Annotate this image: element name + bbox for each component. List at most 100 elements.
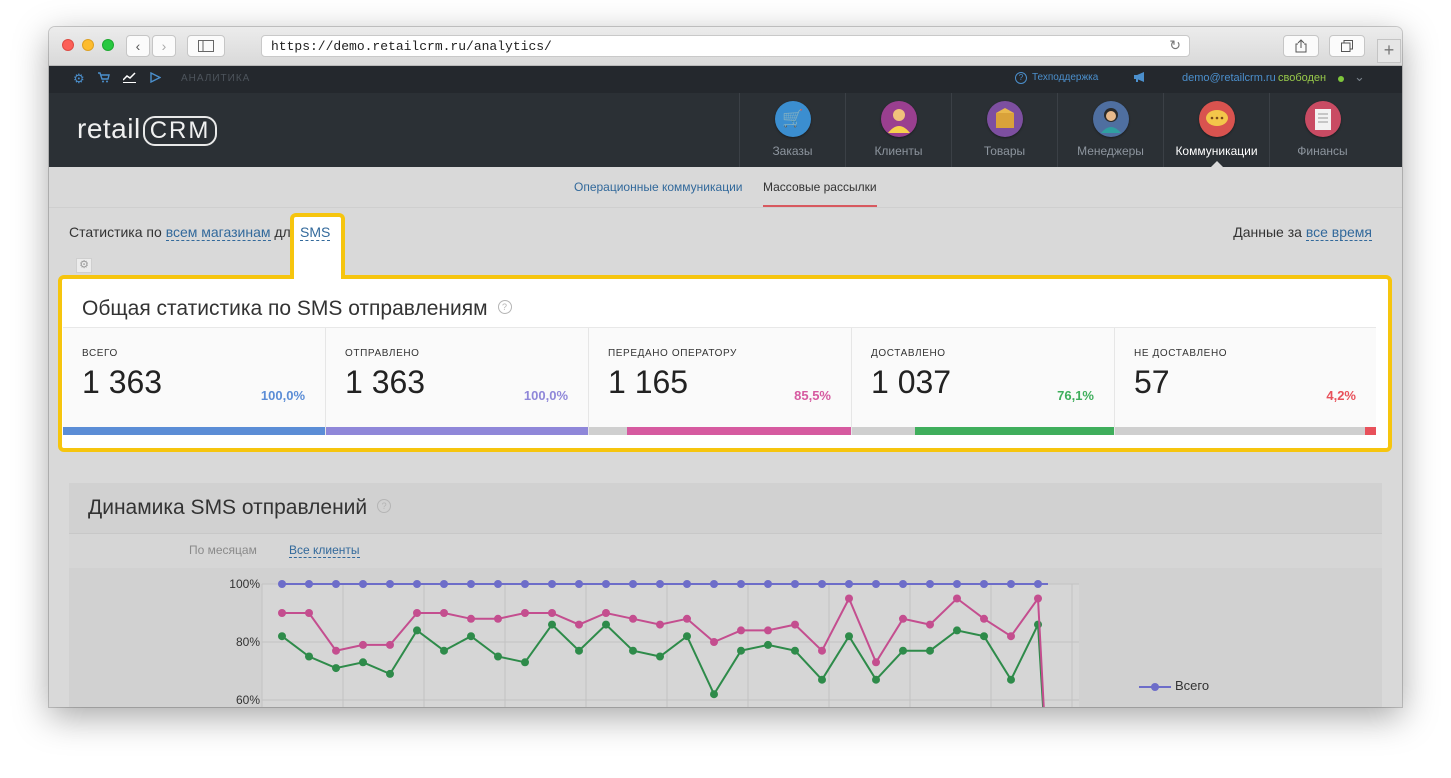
data-point: [926, 646, 934, 655]
back-button[interactable]: ‹: [126, 35, 150, 57]
play-icon[interactable]: [150, 71, 162, 86]
data-point: [413, 626, 421, 635]
shops-filter-link[interactable]: всем магазинам: [165, 224, 271, 241]
zoom-window-button[interactable]: [102, 39, 114, 51]
help-icon[interactable]: ?: [497, 300, 512, 315]
nav-clients[interactable]: Клиенты: [845, 93, 951, 167]
data-point: [629, 580, 637, 588]
data-point: [899, 614, 907, 623]
data-point: [656, 620, 664, 629]
stat-label: ВСЕГО: [82, 348, 118, 359]
nav-communications[interactable]: Коммуникации: [1163, 93, 1269, 167]
stat-percent: 100,0%: [523, 388, 568, 403]
stats-row: ВСЕГО 1 363 100,0% ОТПРАВЛЕНО 1 363 100,…: [63, 327, 1376, 435]
stat-value: 1 165: [608, 364, 689, 400]
analytics-icon[interactable]: [122, 71, 136, 86]
data-point: [467, 632, 475, 641]
data-point: [1007, 632, 1015, 641]
stats-filter: Статистика по всем магазинам для: [69, 224, 298, 241]
filter-prefix: Статистика по: [69, 224, 162, 240]
y-tick-label: 60%: [236, 693, 260, 707]
data-point: [575, 646, 583, 655]
chevron-down-icon[interactable]: ⌄: [1354, 69, 1365, 84]
new-tab-button[interactable]: +: [1377, 39, 1401, 63]
sms-channel-link[interactable]: SMS: [300, 224, 331, 241]
dynamics-title: Динамика SMS отправлений?: [88, 496, 392, 520]
cart-icon[interactable]: [98, 71, 110, 86]
megaphone-icon[interactable]: [1133, 71, 1147, 86]
legend-line: [1139, 682, 1171, 691]
gear-icon[interactable]: ⚙: [76, 258, 92, 273]
data-point: [953, 580, 961, 588]
close-window-button[interactable]: [62, 39, 74, 51]
minimize-window-button[interactable]: [82, 39, 94, 51]
stat-bar-fill: [627, 427, 851, 435]
data-point: [845, 594, 853, 603]
nav-orders[interactable]: 🛒 Заказы: [739, 93, 845, 167]
series-line: [282, 595, 1045, 707]
data-point: [278, 632, 286, 641]
stat-label: ПЕРЕДАНО ОПЕРАТОРУ: [608, 348, 737, 359]
stat-percent: 100,0%: [260, 388, 305, 403]
nav-products[interactable]: Товары: [951, 93, 1057, 167]
stat-bar: [852, 427, 1114, 435]
tab-by-months[interactable]: По месяцам: [189, 543, 257, 557]
help-icon[interactable]: ?: [377, 499, 392, 514]
data-point: [1007, 580, 1015, 588]
sidebar-toggle-button[interactable]: [187, 35, 225, 57]
tab-operational-communications[interactable]: Операционные коммуникации: [574, 180, 743, 194]
data-point: [440, 646, 448, 655]
data-point: [791, 646, 799, 655]
data-point: [548, 620, 556, 629]
url-text: https://demo.retailcrm.ru/analytics/: [271, 39, 552, 54]
browser-titlebar: ‹ › https://demo.retailcrm.ru/analytics/…: [49, 27, 1402, 66]
data-point: [791, 620, 799, 629]
data-point: [602, 580, 610, 588]
tabs-overview-button[interactable]: [1329, 35, 1365, 57]
data-point: [764, 626, 772, 635]
data-point: [872, 580, 880, 588]
sms-channel-highlight: SMS: [290, 213, 345, 281]
tab-mass-mailings[interactable]: Массовые рассылки: [763, 180, 877, 194]
stat-label: НЕ ДОСТАВЛЕНО: [1134, 348, 1228, 359]
retailcrm-logo[interactable]: retail CRM: [77, 113, 218, 146]
data-point: [305, 652, 313, 661]
series-line: [281, 620, 1045, 707]
data-point: [494, 614, 502, 623]
data-point: [656, 580, 664, 588]
data-point: [926, 580, 934, 588]
address-bar[interactable]: https://demo.retailcrm.ru/analytics/ ↻: [261, 35, 1190, 57]
section-title: АНАЛИТИКА: [181, 73, 251, 84]
finance-icon: [1305, 101, 1341, 137]
data-point: [872, 675, 880, 684]
stat-bar: [63, 427, 325, 435]
tab-all-clients[interactable]: Все клиенты: [289, 543, 360, 558]
data-point: [980, 632, 988, 641]
chevron-right-icon: ›: [161, 38, 167, 54]
data-point: [818, 580, 826, 588]
data-point: [845, 632, 853, 641]
data-point: [305, 609, 313, 617]
data-point: [359, 658, 367, 667]
data-point: [818, 646, 826, 655]
nav-managers[interactable]: Менеджеры: [1057, 93, 1163, 167]
forward-button[interactable]: ›: [152, 35, 176, 57]
data-point: [332, 664, 340, 673]
period-filter-link[interactable]: все время: [1305, 224, 1372, 241]
active-caret: [1211, 161, 1223, 167]
support-link[interactable]: ? Техподдержка: [1015, 72, 1098, 84]
nav-finance[interactable]: Финансы: [1269, 93, 1375, 167]
share-button[interactable]: [1283, 35, 1319, 57]
nav-label: Клиенты: [874, 144, 923, 158]
data-point: [980, 580, 988, 588]
data-point: [737, 646, 745, 655]
settings-icon[interactable]: ⚙: [73, 71, 85, 86]
user-email[interactable]: demo@retailcrm.ru: [1182, 72, 1276, 84]
data-point: [521, 658, 529, 667]
data-point: [521, 609, 529, 617]
reload-icon[interactable]: ↻: [1169, 37, 1181, 53]
user-status[interactable]: свободен: [1278, 72, 1327, 84]
legend-item-total[interactable]: Всего: [1139, 678, 1209, 693]
crm-topbar: ⚙ АНАЛИТИКА ? Техподдержка demo@retailcrm…: [49, 66, 1402, 93]
period-prefix: Данные за: [1233, 224, 1302, 240]
